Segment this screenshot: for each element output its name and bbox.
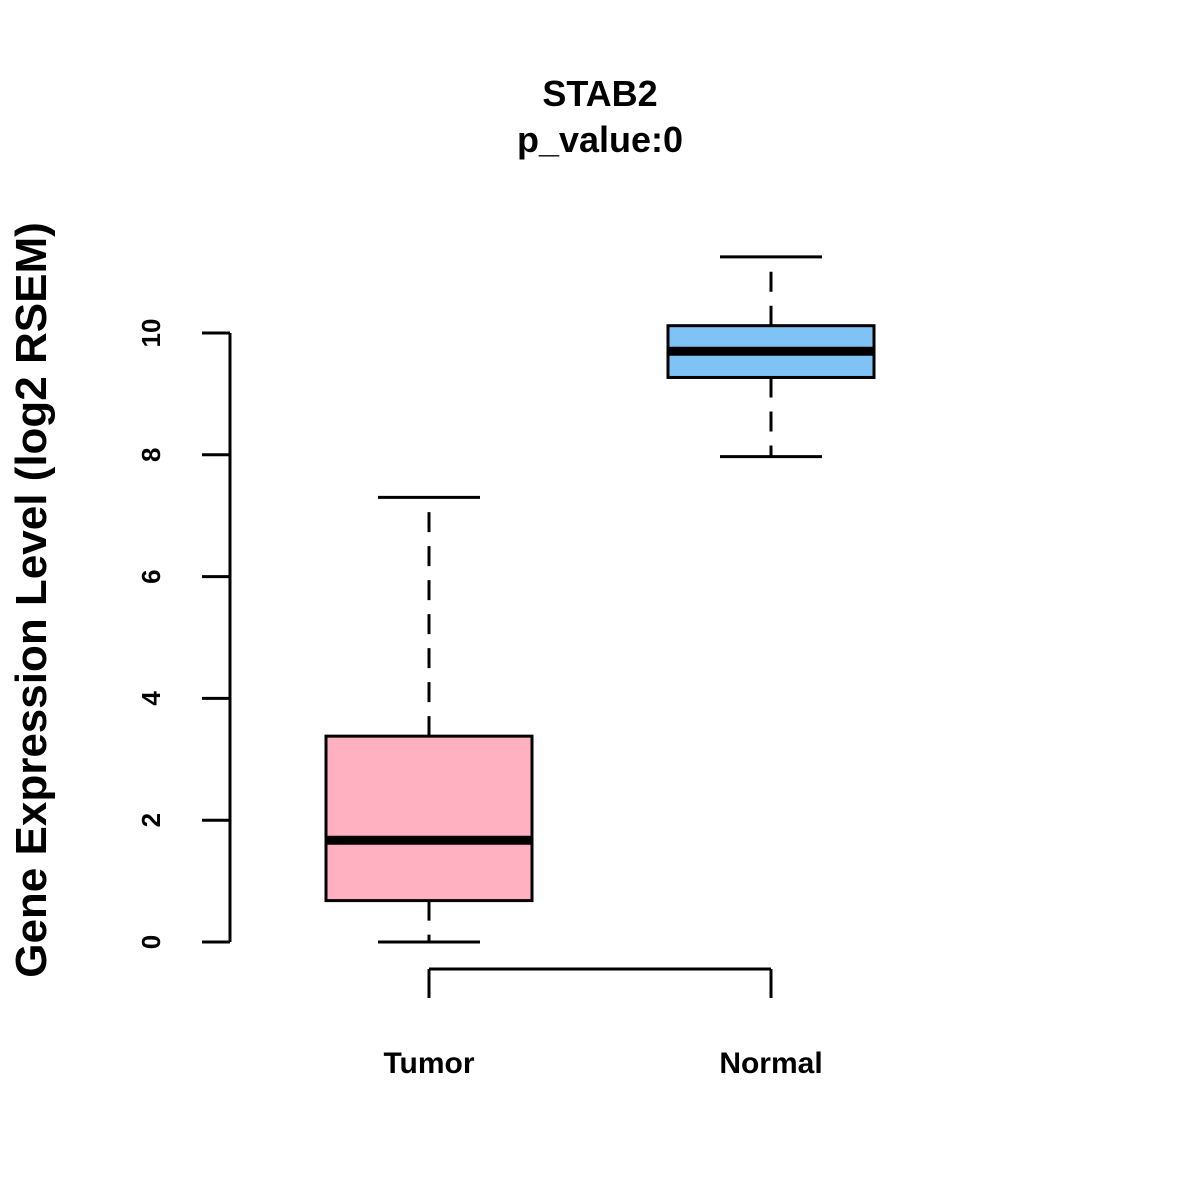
- y-axis-label: Gene Expression Level (log2 RSEM): [7, 222, 56, 978]
- x-tick-label: Normal: [719, 1047, 822, 1080]
- y-tick-label: 8: [136, 448, 166, 462]
- y-tick-label: 4: [136, 691, 166, 706]
- chart-subtitle: p_value:0: [517, 119, 683, 160]
- title-group: STAB2 p_value:0: [517, 73, 683, 160]
- x-tick-label: Tumor: [383, 1047, 474, 1080]
- chart-title: STAB2: [542, 73, 657, 114]
- y-tick-label: 0: [136, 935, 166, 949]
- y-tick-label: 6: [136, 569, 166, 583]
- x-axis: Tumor Normal: [383, 967, 823, 1080]
- y-tick-label: 2: [136, 813, 166, 827]
- y-tick-label: 10: [136, 319, 166, 348]
- iqr-box: [324, 734, 534, 903]
- box-tumor: [324, 495, 534, 944]
- y-axis: 0 2 4 6 8 10: [136, 319, 232, 949]
- box-normal: [666, 255, 876, 459]
- boxes: [324, 255, 876, 944]
